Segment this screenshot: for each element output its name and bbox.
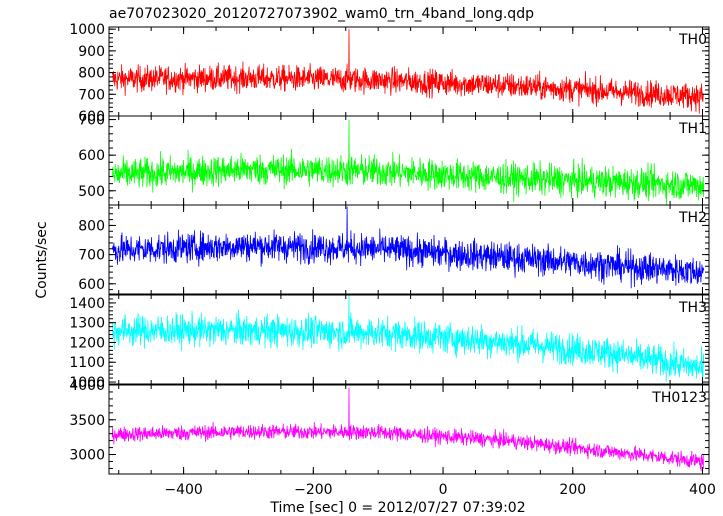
y-tick-label: 500 bbox=[78, 184, 105, 200]
x-axis-label: Time [sec] 0 = 2012/07/27 07:39:02 bbox=[269, 500, 525, 516]
y-axis-label: Counts/sec bbox=[34, 221, 50, 298]
y-tick-label: 1400 bbox=[69, 296, 105, 312]
y-tick-label: 700 bbox=[78, 113, 105, 129]
series-line-th3 bbox=[111, 295, 705, 383]
panel-th0123: 3000 3500 4000 TH0123 bbox=[69, 378, 710, 475]
x-tick-label: −200 bbox=[294, 482, 332, 498]
x-tick-label: −400 bbox=[164, 482, 202, 498]
y-tick-label: 1200 bbox=[69, 335, 105, 351]
x-tick-label: 200 bbox=[559, 482, 586, 498]
y-tick-label: 700 bbox=[78, 248, 105, 264]
y-tick-label: 800 bbox=[78, 218, 105, 234]
y-tick-label: 3000 bbox=[69, 448, 105, 464]
y-tick-label: 1000 bbox=[69, 22, 105, 38]
panel-label-th3: TH3 bbox=[678, 300, 707, 316]
panel-th1: 500 600 700 TH1 bbox=[78, 113, 710, 206]
y-tick-label: 1100 bbox=[69, 355, 105, 371]
panel-label-th0: TH0 bbox=[678, 32, 707, 48]
y-tick-label: 700 bbox=[78, 87, 105, 103]
panel-th2: 600 700 800 TH2 bbox=[78, 204, 710, 295]
series-line-th0123 bbox=[111, 387, 705, 472]
y-tick-label: 600 bbox=[78, 277, 105, 293]
y-tick-label: 900 bbox=[78, 44, 105, 60]
series-line-th1 bbox=[111, 119, 705, 205]
panel-th3: 1000 1100 1200 1300 1400 TH3 bbox=[69, 294, 710, 391]
y-tick-label: 3500 bbox=[69, 413, 105, 429]
x-tick-label: 0 bbox=[439, 482, 448, 498]
panel-frame bbox=[108, 384, 710, 475]
x-tick-label: 400 bbox=[689, 482, 716, 498]
panels-group: 6007008009001000TH0500600700TH1600700800… bbox=[69, 22, 716, 498]
y-tick-label: 1000 bbox=[69, 375, 105, 391]
chart-title: ae707023020_20120727073902_wam0_trn_4ban… bbox=[109, 6, 534, 22]
y-tick-label: 600 bbox=[78, 148, 105, 164]
y-tick-label: 600 bbox=[78, 109, 105, 125]
series-line-th2 bbox=[111, 206, 705, 289]
y-tick-label: 4000 bbox=[69, 378, 105, 394]
y-tick-label: 1300 bbox=[69, 316, 105, 332]
panel-label-th0123: TH0123 bbox=[651, 390, 707, 406]
panel-frame bbox=[108, 204, 710, 295]
panel-label-th2: TH2 bbox=[678, 210, 707, 226]
y-tick-label: 800 bbox=[78, 66, 105, 82]
panel-th0: 600 700 800 900 1000 TH0 bbox=[69, 22, 710, 125]
panel-label-th1: TH1 bbox=[678, 121, 707, 137]
series-line-th0 bbox=[111, 29, 705, 114]
panel-frame bbox=[108, 294, 710, 385]
